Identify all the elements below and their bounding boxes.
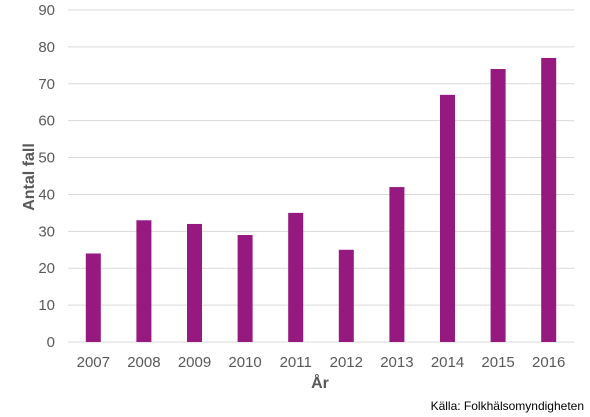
y-tick-label: 70 xyxy=(38,76,55,93)
x-tick-label: 2008 xyxy=(127,354,160,371)
bar-2010 xyxy=(237,235,253,342)
x-tick-label: 2012 xyxy=(330,354,363,371)
y-axis-ticks: 0 10 20 30 40 50 60 70 80 90 xyxy=(38,2,55,351)
x-tick-label: 2011 xyxy=(280,354,312,371)
source-note: Källa: Folkhälsomyndigheten xyxy=(431,399,584,413)
x-tick-label: 2015 xyxy=(481,354,514,371)
x-tick-label: 2010 xyxy=(228,354,261,371)
x-axis-title: År xyxy=(311,373,329,392)
gridlines xyxy=(68,9,574,343)
x-tick-label: 2013 xyxy=(380,354,413,371)
bar-2013 xyxy=(389,187,405,342)
y-tick-label: 60 xyxy=(38,113,55,130)
y-tick-label: 80 xyxy=(38,39,55,56)
x-tick-label: 2016 xyxy=(532,354,565,371)
bar-2016 xyxy=(541,57,557,342)
x-axis-ticks: 2007 2008 2009 2010 2011 2012 2013 2014 2015 2016 xyxy=(77,354,566,371)
bar-2014 xyxy=(440,94,455,342)
y-tick-label: 10 xyxy=(38,297,55,314)
y-tick-label: 90 xyxy=(38,2,55,19)
x-tick-label: 2007 xyxy=(77,354,110,371)
bar-2009 xyxy=(187,223,202,342)
y-tick-label: 30 xyxy=(38,223,55,240)
y-tick-label: 50 xyxy=(38,150,55,167)
bar-2015 xyxy=(490,69,506,343)
y-tick-label: 0 xyxy=(47,334,55,351)
bars xyxy=(85,57,557,343)
y-tick-label: 20 xyxy=(38,260,55,277)
y-tick-label: 40 xyxy=(38,186,55,203)
y-axis-title: Antal fall xyxy=(21,143,38,211)
bar-2011 xyxy=(288,212,304,342)
x-tick-label: 2009 xyxy=(178,354,211,371)
x-tick-label: 2014 xyxy=(431,354,464,371)
bar-2008 xyxy=(136,220,152,342)
bar-2012 xyxy=(338,249,354,342)
bar-2007 xyxy=(85,253,101,342)
